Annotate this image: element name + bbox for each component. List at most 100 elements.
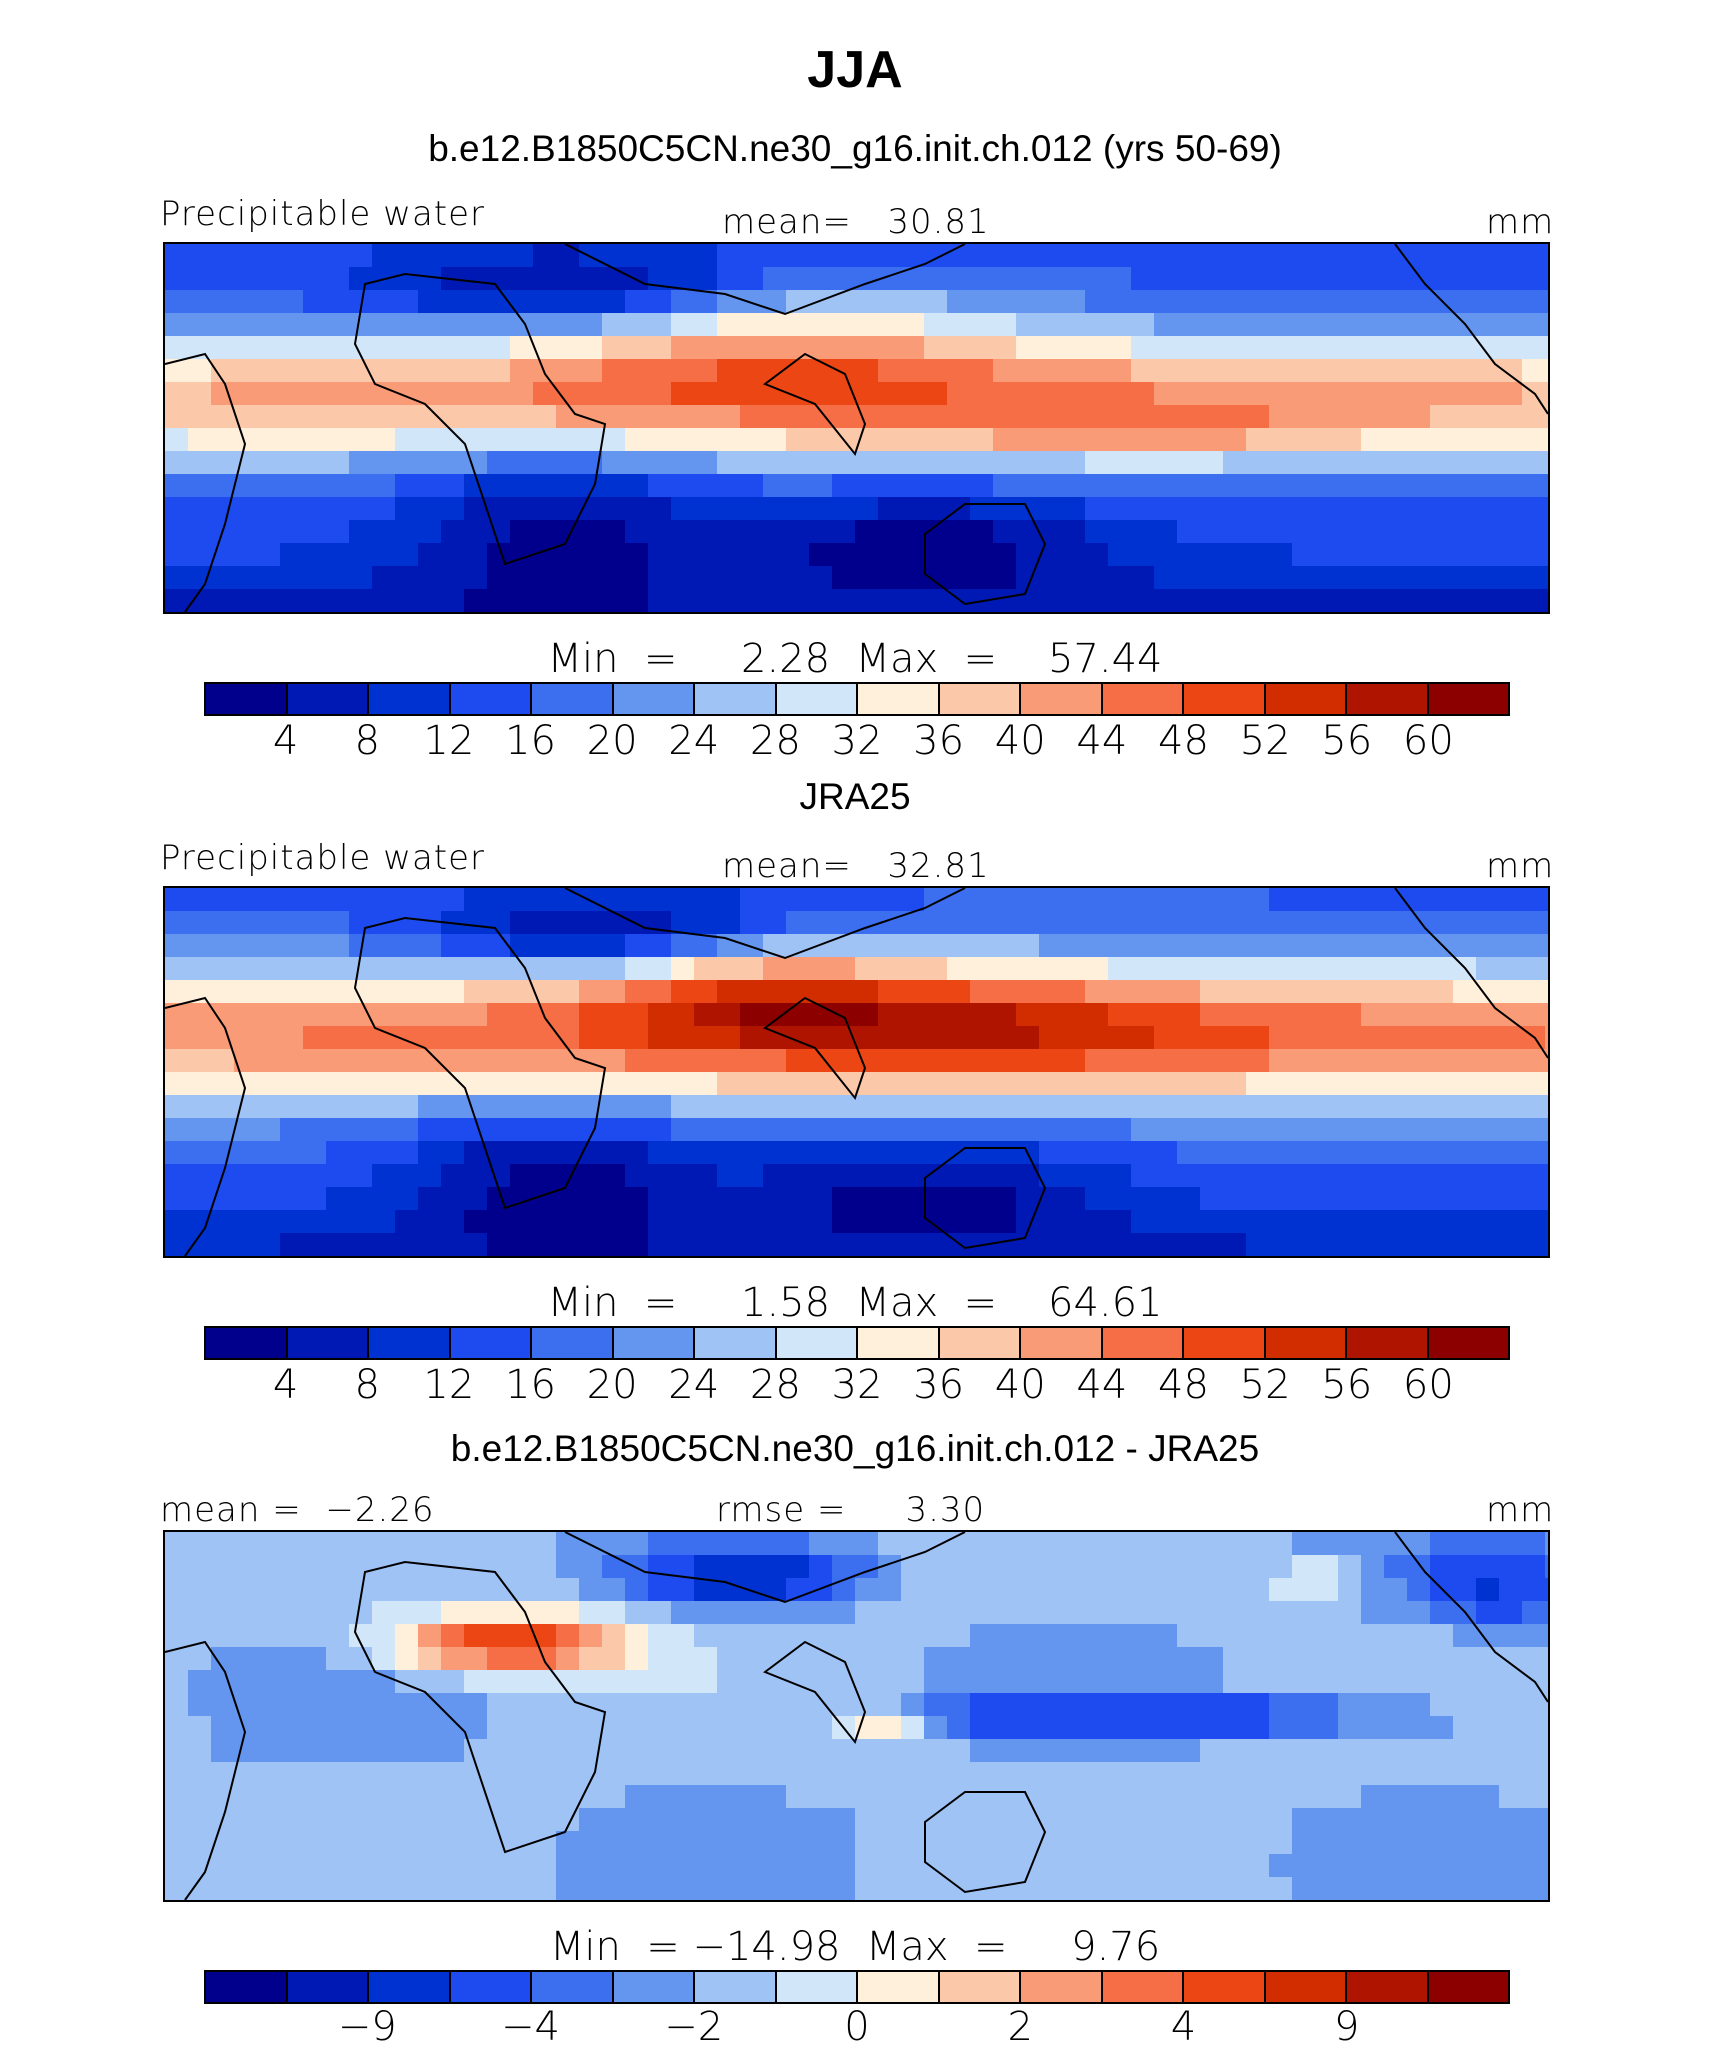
field-cell [1384, 382, 1408, 406]
field-cell [1453, 428, 1477, 452]
field-cell [924, 1118, 948, 1142]
field-cell [924, 359, 948, 383]
field-cell [1430, 1141, 1454, 1165]
field-cell [947, 1578, 971, 1602]
field-cell [165, 244, 189, 268]
field-cell [602, 1578, 626, 1602]
field-cell [671, 290, 695, 314]
field-cell [1177, 934, 1201, 958]
field-cell [671, 1095, 695, 1119]
colorbar-swatch [369, 1328, 451, 1358]
field-cell [1131, 520, 1155, 544]
field-cell [464, 1624, 488, 1648]
field-cell [924, 934, 948, 958]
field-cell [1522, 1233, 1546, 1256]
field-cell [1292, 1624, 1316, 1648]
field-cell [1499, 1716, 1523, 1740]
field-cell [832, 1187, 856, 1211]
field-cell [1338, 1118, 1362, 1142]
field-cell [326, 1647, 350, 1671]
field-cell [257, 336, 281, 360]
field-cell [1522, 336, 1546, 360]
field-cell [533, 1578, 557, 1602]
field-cell [671, 1808, 695, 1832]
field-cell [671, 1877, 695, 1900]
field-cell [234, 336, 258, 360]
field-cell [970, 405, 994, 429]
field-cell [625, 474, 649, 498]
field-cell [1269, 1095, 1293, 1119]
field-cell [1384, 888, 1408, 912]
field-cell [878, 1532, 902, 1556]
field-cell [1361, 1003, 1385, 1027]
field-cell [280, 290, 304, 314]
field-cell [1016, 589, 1040, 612]
field-cell [395, 1555, 419, 1579]
field-cell [1154, 1877, 1178, 1900]
field-cell [1522, 589, 1546, 612]
field-cell [855, 934, 879, 958]
field-cell [257, 1670, 281, 1694]
field-cell [1177, 1233, 1201, 1256]
field-cell [1085, 1003, 1109, 1027]
field-cell [1315, 934, 1339, 958]
field-cell [1177, 1716, 1201, 1740]
field-cell [1177, 1601, 1201, 1625]
field-cell [1108, 520, 1132, 544]
field-cell [1108, 359, 1132, 383]
field-cell [1177, 474, 1201, 498]
field-cell [602, 1141, 626, 1165]
field-cell [901, 1808, 925, 1832]
field-cell [372, 497, 396, 521]
field-cell [763, 382, 787, 406]
field-cell [234, 1854, 258, 1878]
field-cell [786, 1831, 810, 1855]
field-cell [993, 1785, 1017, 1809]
field-cell [1384, 1072, 1408, 1096]
field-cell [970, 934, 994, 958]
field-cell [1223, 957, 1247, 981]
field-cell [165, 1141, 189, 1165]
field-cell [1522, 1118, 1546, 1142]
field-cell [579, 1555, 603, 1579]
field-cell [970, 1578, 994, 1602]
field-cell [832, 474, 856, 498]
field-cell [1177, 1072, 1201, 1096]
field-cell [1269, 911, 1293, 935]
field-cell [947, 1095, 971, 1119]
colorbar-tick-label: 52 [1239, 718, 1291, 764]
field-cell [1016, 290, 1040, 314]
field-cell [1085, 1049, 1109, 1073]
field-cell [924, 1693, 948, 1717]
field-cell [1062, 382, 1086, 406]
field-cell [326, 359, 350, 383]
field-cell [303, 474, 327, 498]
field-cell [1338, 313, 1362, 337]
coastline [762, 996, 867, 1101]
field-cell [1476, 1072, 1500, 1096]
field-cell [717, 428, 741, 452]
field-cell [740, 1049, 764, 1073]
field-cell [556, 1716, 580, 1740]
field-cell [1154, 1739, 1178, 1763]
field-cell [901, 1049, 925, 1073]
field-cell [1476, 520, 1500, 544]
field-cell [441, 1210, 465, 1234]
field-cell [1315, 497, 1339, 521]
field-cell [372, 980, 396, 1004]
field-cell [1476, 934, 1500, 958]
field-cell [1269, 428, 1293, 452]
field-cell [901, 1164, 925, 1188]
field-cell [556, 1049, 580, 1073]
field-cell [1269, 980, 1293, 1004]
field-cell [556, 934, 580, 958]
field-cell [763, 1164, 787, 1188]
field-cell [1131, 957, 1155, 981]
field-cell [1154, 911, 1178, 935]
field-cell [1200, 1762, 1224, 1786]
field-cell [395, 1187, 419, 1211]
field-cell [487, 1532, 511, 1556]
field-cell [1545, 980, 1548, 1004]
field-cell [280, 382, 304, 406]
field-cell [878, 405, 902, 429]
